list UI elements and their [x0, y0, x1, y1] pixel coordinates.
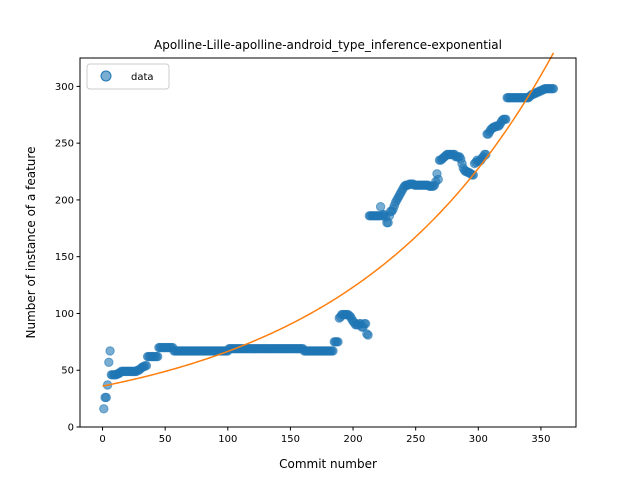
chart-title: Apolline-Lille-apolline-android_type_inf… [154, 38, 502, 52]
y-tick-label: 100 [55, 309, 74, 320]
data-point [101, 392, 112, 403]
data-point [105, 346, 115, 356]
y-tick-label: 250 [55, 139, 74, 150]
x-tick-label: 350 [531, 434, 550, 445]
x-axis-ticks: 0 50 100 150 200 250 300 350 [99, 427, 550, 445]
y-axis-label: Number of instance of a feature [24, 147, 38, 339]
data-point [360, 318, 371, 329]
data-point [363, 330, 373, 340]
y-axis-ticks: 0 50 100 150 200 250 300 [55, 82, 80, 434]
x-axis-label: Commit number [279, 457, 377, 471]
x-tick-label: 50 [159, 434, 172, 445]
legend: data [86, 63, 170, 90]
legend-label-data: data [131, 72, 154, 83]
x-tick-label: 250 [406, 434, 425, 445]
y-tick-label: 150 [55, 252, 74, 263]
plot-area [79, 52, 577, 428]
data-point [104, 357, 114, 367]
y-tick-label: 50 [61, 366, 74, 377]
data-point [99, 404, 109, 414]
fit-curve [102, 52, 555, 387]
legend-box [86, 63, 170, 90]
axes-frame [79, 57, 577, 428]
y-tick-label: 200 [55, 195, 74, 206]
data-point [333, 337, 343, 347]
data-layer [99, 83, 559, 414]
data-point [375, 202, 386, 212]
data-point [152, 351, 163, 362]
legend-marker [100, 70, 112, 82]
x-tick-label: 0 [99, 434, 105, 445]
fit-layer [102, 52, 555, 387]
data-point [548, 83, 559, 94]
data-point [433, 174, 443, 185]
data-point [141, 360, 152, 371]
x-tick-label: 150 [281, 434, 300, 445]
x-tick-label: 100 [218, 434, 237, 445]
y-tick-label: 300 [55, 82, 74, 93]
x-tick-label: 300 [469, 434, 488, 445]
y-tick-label: 0 [68, 423, 74, 434]
x-tick-label: 200 [344, 434, 363, 445]
data-point [328, 346, 338, 356]
data-point [501, 114, 511, 125]
